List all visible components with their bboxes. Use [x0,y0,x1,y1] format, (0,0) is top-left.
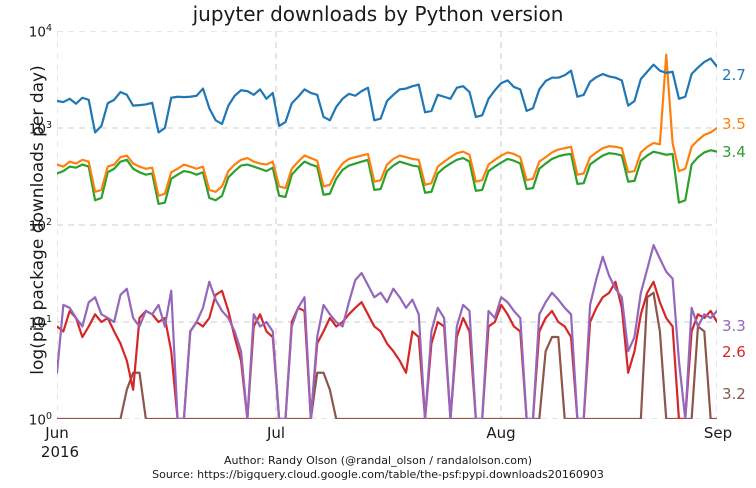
series-line-3-2 [57,291,717,419]
series-label-2-7: 2.7 [722,66,746,84]
footer-source: Source: https://bigquery.cloud.google.co… [152,468,604,481]
series-label-3-2: 3.2 [722,385,746,403]
series-label-3-4: 3.4 [722,143,746,161]
series-label-3-5: 3.5 [722,115,746,133]
plot-area [57,31,717,419]
series-lines [57,53,717,419]
series-line-3-4 [57,149,717,205]
y-tick-label-4: 104 [28,23,52,41]
y-tick-label-1: 101 [28,314,52,332]
x-tick-label-jul: Jul [266,424,286,442]
gridlines [57,31,717,419]
page-title: jupyter downloads by Python version [192,2,564,26]
footer-author: Author: Randy Olson (@randal_olson / ran… [223,454,533,467]
y-tick-label-0: 100 [28,411,52,429]
series-line-3-5 [57,53,717,197]
x-axis-year: 2016 [40,443,80,461]
series-label-2-6: 2.6 [722,343,746,361]
series-line-2-7 [57,57,717,134]
series-line-3-3 [57,244,717,419]
y-tick-label-3: 103 [28,120,52,138]
series-label-3-3: 3.3 [722,317,746,335]
x-tick-label-aug: Aug [486,424,516,442]
footer-credits: Author: Randy Olson (@randal_olson / ran… [0,454,756,482]
y-tick-label-2: 102 [28,217,52,235]
series-canvas [57,31,717,419]
x-tick-label-jun: Jun [45,424,69,442]
series-line-2-6 [57,280,717,419]
x-tick-label-sep: Sep [703,424,733,442]
